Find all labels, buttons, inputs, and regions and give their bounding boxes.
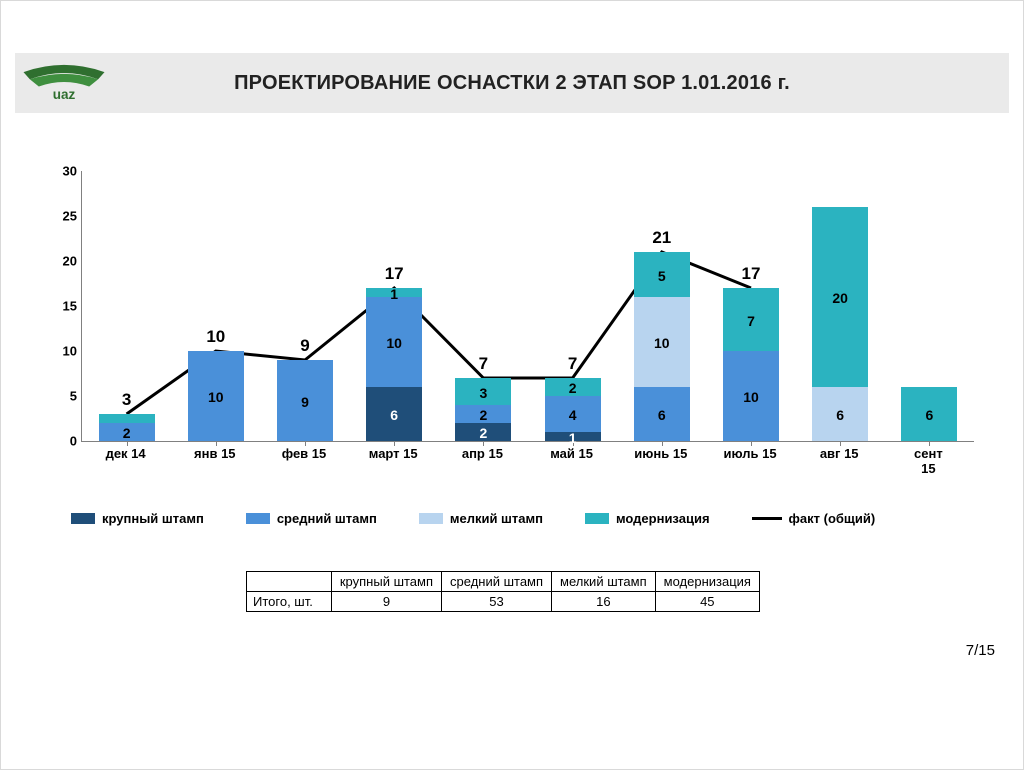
- legend-item: крупный штамп: [71, 511, 204, 526]
- title-bar: ПРОЕКТИРОВАНИЕ ОСНАСТКИ 2 ЭТАП SOP 1.01.…: [15, 53, 1009, 113]
- y-tick: 5: [41, 389, 77, 404]
- bar-segment-moderniz: [545, 378, 601, 396]
- x-axis: дек 14 янв 15 фев 15 март 15 апр 15 май 15 июн…: [81, 446, 973, 468]
- table-cell: 16: [552, 592, 656, 612]
- bar-segment-sredny: [634, 387, 690, 441]
- y-axis: 051015202530: [41, 171, 77, 441]
- bar-segment-sredny: [99, 423, 155, 441]
- table-header-cell: крупный штамп: [331, 572, 441, 592]
- plot-area: 2109610122314261051076206310917772117: [81, 171, 974, 442]
- bar-segment-moderniz: [99, 414, 155, 423]
- legend-item: мелкий штамп: [419, 511, 543, 526]
- bar-segment-krupny: [545, 432, 601, 441]
- bar-segment-moderniz: [366, 288, 422, 297]
- summary-table: крупный штампсредний штампмелкий штампмо…: [246, 571, 760, 612]
- total-label: 9: [300, 336, 309, 356]
- legend-label: крупный штамп: [102, 511, 204, 526]
- x-label: май 15: [550, 446, 593, 461]
- legend-label: факт (общий): [789, 511, 876, 526]
- legend-item: модернизация: [585, 511, 710, 526]
- x-label: янв 15: [194, 446, 236, 461]
- x-label: июль 15: [723, 446, 776, 461]
- bar-segment-melky: [634, 297, 690, 387]
- bar-segment-moderniz: [723, 288, 779, 351]
- total-label: 10: [206, 327, 225, 347]
- logo-text: uaz: [53, 87, 76, 102]
- uaz-logo: uaz: [19, 61, 109, 108]
- legend-swatch: [585, 513, 609, 524]
- x-label: сент 15: [906, 446, 951, 476]
- table-row-label: Итого, шт.: [247, 592, 332, 612]
- bar-segment-moderniz: [901, 387, 957, 441]
- table-cell: [247, 572, 332, 592]
- total-label: 17: [742, 264, 761, 284]
- total-label: 7: [568, 354, 577, 374]
- x-label: авг 15: [820, 446, 859, 461]
- slide: ПРОЕКТИРОВАНИЕ ОСНАСТКИ 2 ЭТАП SOP 1.01.…: [0, 0, 1024, 770]
- y-tick: 20: [41, 254, 77, 269]
- bar-segment-krupny: [366, 387, 422, 441]
- table-header-cell: мелкий штамп: [552, 572, 656, 592]
- bar-segment-sredny: [366, 297, 422, 387]
- total-label: 3: [122, 390, 131, 410]
- legend-item: средний штамп: [246, 511, 377, 526]
- table-header-cell: модернизация: [655, 572, 759, 592]
- bar-segment-krupny: [455, 423, 511, 441]
- bar-segment-sredny: [188, 351, 244, 441]
- x-label: фев 15: [282, 446, 327, 461]
- y-tick: 25: [41, 209, 77, 224]
- legend: крупный штамп средний штамп мелкий штамп мо…: [71, 511, 951, 526]
- x-label: дек 14: [106, 446, 146, 461]
- x-label: июнь 15: [634, 446, 687, 461]
- bar-segment-melky: [812, 387, 868, 441]
- x-label: март 15: [369, 446, 418, 461]
- legend-label: средний штамп: [277, 511, 377, 526]
- table-header-cell: средний штамп: [442, 572, 552, 592]
- total-label: 7: [479, 354, 488, 374]
- legend-swatch: [419, 513, 443, 524]
- bar-segment-sredny: [545, 396, 601, 432]
- total-label: 17: [385, 264, 404, 284]
- legend-line-icon: [752, 517, 782, 520]
- x-label: апр 15: [462, 446, 503, 461]
- legend-swatch: [71, 513, 95, 524]
- bar-segment-sredny: [455, 405, 511, 423]
- bar-segment-sredny: [277, 360, 333, 441]
- legend-swatch: [246, 513, 270, 524]
- y-tick: 15: [41, 299, 77, 314]
- slide-title: ПРОЕКТИРОВАНИЕ ОСНАСТКИ 2 ЭТАП SOP 1.01.…: [15, 72, 1009, 95]
- y-tick: 30: [41, 164, 77, 179]
- table-cell: 53: [442, 592, 552, 612]
- legend-label: мелкий штамп: [450, 511, 543, 526]
- total-label: 21: [652, 228, 671, 248]
- y-tick: 0: [41, 434, 77, 449]
- table-cell: 9: [331, 592, 441, 612]
- chart: 051015202530 210961012231426105107620631…: [41, 171, 981, 476]
- bar-segment-moderniz: [634, 252, 690, 297]
- page-number: 7/15: [966, 642, 995, 659]
- table-cell: 45: [655, 592, 759, 612]
- legend-item: факт (общий): [752, 511, 876, 526]
- bar-segment-moderniz: [812, 207, 868, 387]
- legend-label: модернизация: [616, 511, 710, 526]
- y-tick: 10: [41, 344, 77, 359]
- bar-segment-sredny: [723, 351, 779, 441]
- bar-segment-moderniz: [455, 378, 511, 405]
